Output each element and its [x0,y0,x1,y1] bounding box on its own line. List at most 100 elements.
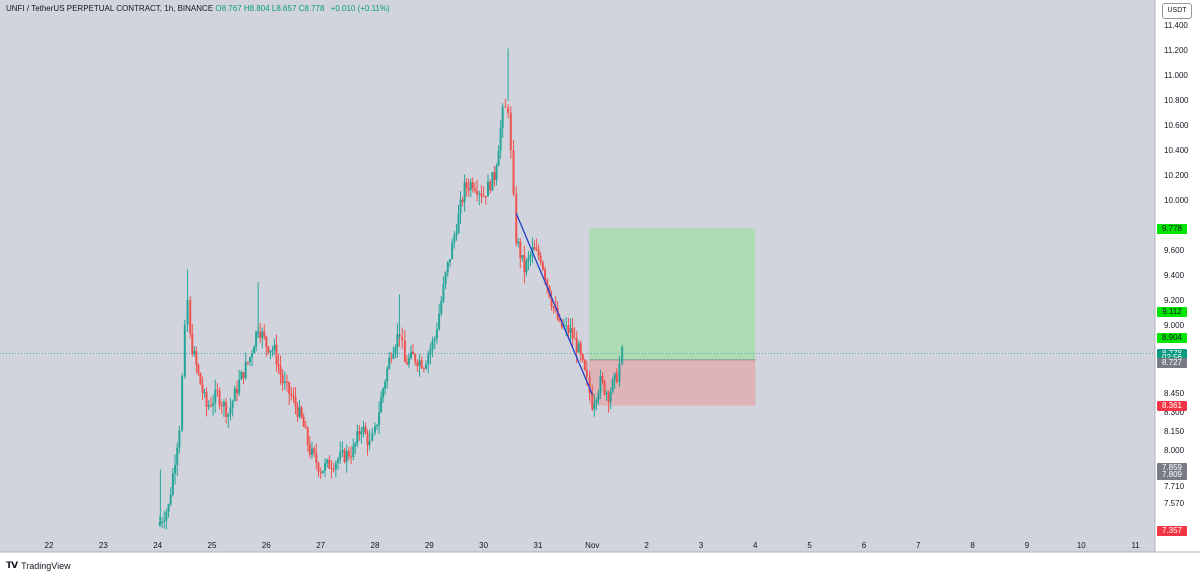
candle-body [181,376,184,431]
candle-body [227,414,230,417]
tradingview-logo-icon[interactable]: 𝗧𝗩 [6,560,18,570]
candle-body [473,188,476,191]
candle-body [615,373,618,383]
candle-body [425,364,428,369]
candle-body [409,351,412,359]
candle-body [621,346,624,364]
price-tag: 9.778 [1157,223,1187,234]
candle-body [220,405,223,407]
low-value: L8.657 [271,4,297,13]
candle-body [444,272,447,285]
candle-body [178,430,181,448]
candle-body [341,450,344,453]
candle-body [429,348,432,355]
candle-body [407,358,410,365]
candle-body [603,381,606,394]
candle-body [517,241,520,244]
stop-loss-zone [589,359,756,406]
candle-body [609,391,612,402]
candle-body [577,343,580,353]
time-axis-label: 2 [644,541,649,550]
candle-body [332,468,335,470]
time-axis-label: 22 [44,541,54,550]
candle-body [360,431,363,435]
candle-body [189,300,192,335]
symbol-legend: UNFI / TetherUS PERPETUAL CONTRACT, 1h, … [6,4,390,13]
candle-body [521,255,524,258]
candle-body [165,511,168,521]
candle-body [199,373,202,385]
brand-name[interactable]: TradingView [21,560,71,571]
candle-body [288,382,291,395]
candle-body [310,448,313,455]
candle-body [581,354,584,361]
candle-body [527,257,530,261]
candle-body [326,459,329,464]
candle-body [471,182,474,189]
candle-body [552,306,555,308]
currency-button[interactable]: USDT [1162,3,1192,19]
candle-body [597,392,600,401]
candle-body [463,182,466,202]
candle-body [356,431,359,444]
candle-body [541,262,544,270]
candle-body [246,362,249,364]
candle-body [499,128,502,151]
candle-body [585,369,588,377]
price-axis-label: 8.150 [1164,426,1185,436]
candle-body [337,459,340,464]
time-axis-label: Nov [585,541,600,550]
candle-body [420,360,423,369]
candle-body [591,393,594,410]
candle-body [343,450,346,462]
candle-body [176,447,179,465]
candle-body [283,381,286,384]
time-axis-label: 24 [153,541,163,550]
price-axis-label: 8.450 [1164,389,1185,399]
candle-body [368,440,371,446]
candle-body [347,451,350,457]
candle-body [298,407,301,417]
candle-body [255,331,258,347]
candle-body [191,334,194,354]
time-axis-label: 26 [261,541,271,550]
candle-body [523,255,526,273]
candle-body [451,242,454,260]
candle-body [595,400,598,404]
candle-body [376,424,379,427]
candle-body [235,388,238,394]
candle-body [476,190,479,195]
candle-body [195,351,198,365]
candle-body [486,181,489,197]
candle-body [362,426,365,432]
change-value: +0.010 (+0.11%) [330,4,390,13]
candle-body [358,431,361,435]
candle-body [515,193,518,244]
candle-body [225,402,228,417]
candle-body [304,426,307,429]
candle-body [328,459,331,469]
candle-body [229,407,232,415]
time-axis-label: 3 [698,541,704,550]
candle-body [422,368,425,370]
price-axis-label: 7.710 [1164,481,1185,491]
candle-body [412,351,415,355]
time-axis-label: 8 [970,541,975,550]
candle-body [205,392,208,408]
price-axis-label: 8.300 [1164,408,1185,418]
candle-body [613,373,616,380]
candle-body [216,389,219,391]
candle-body [535,249,538,251]
time-axis-label: 11 [1131,541,1140,550]
candle-body [207,405,210,408]
candle-body [371,432,374,441]
symbol-name[interactable]: UNFI / TetherUS PERPETUAL CONTRACT, 1h, … [6,4,214,13]
candle-body [161,521,164,523]
candle-body [440,300,443,314]
candle-body [556,308,559,320]
price-axis-label: 9.200 [1164,295,1185,305]
candle-body [438,313,441,330]
candle-body [380,397,383,413]
candle-body [558,319,561,321]
